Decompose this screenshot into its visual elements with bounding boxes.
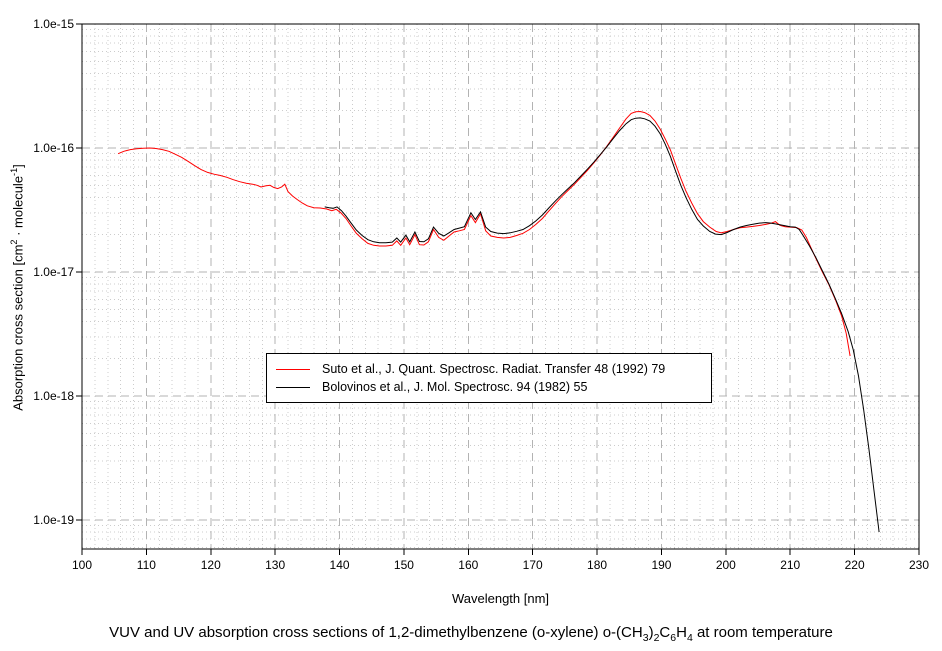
x-tick-label-130: 130 [265, 558, 286, 572]
legend-line-swatch-red [276, 368, 310, 370]
legend-line-swatch-black [276, 386, 310, 388]
x-tick-label-100: 100 [71, 558, 93, 572]
x-tick-label-190: 190 [651, 558, 672, 572]
x-tick-label-230: 230 [908, 558, 930, 572]
x-tick-label-220: 220 [844, 558, 865, 572]
x-tick-label-170: 170 [522, 558, 543, 572]
legend-item-suto: Suto et al., J. Quant. Spectrosc. Radiat… [267, 360, 711, 378]
y-tick-label-1.0e-17: 1.0e-17 [33, 264, 74, 279]
x-tick-label-150: 150 [393, 558, 414, 572]
series-line-suto [117, 110, 851, 357]
x-tick-label-140: 140 [329, 558, 350, 572]
x-tick-label-180: 180 [587, 558, 608, 572]
legend-label-suto: Suto et al., J. Quant. Spectrosc. Radiat… [322, 362, 666, 376]
x-tick-label-160: 160 [458, 558, 479, 572]
x-tick-label-120: 120 [200, 558, 221, 572]
legend-label-bolovinos: Bolovinos et al., J. Mol. Spectrosc. 94 … [322, 380, 588, 394]
y-tick-label-1.0e-19: 1.0e-19 [33, 512, 74, 527]
plot-frame [81, 23, 920, 550]
legend-item-bolovinos: Bolovinos et al., J. Mol. Spectrosc. 94 … [267, 378, 711, 396]
figure-caption: VUV and UV absorption cross sections of … [109, 624, 833, 644]
series-line-bolovinos [324, 117, 880, 533]
y-axis-title: Absorption cross section [cm2 · molecule… [9, 164, 26, 411]
y-tick-label-1.0e-16: 1.0e-16 [33, 140, 74, 155]
x-tick-label-210: 210 [780, 558, 801, 572]
legend-box: Suto et al., J. Quant. Spectrosc. Radiat… [266, 353, 712, 403]
x-tick-label-110: 110 [136, 558, 156, 572]
x-tick-label-200: 200 [715, 558, 736, 572]
y-tick-label-1.0e-18: 1.0e-18 [33, 388, 74, 403]
y-tick-label-1.0e-15: 1.0e-15 [33, 17, 74, 31]
x-axis-title: Wavelength [nm] [451, 591, 550, 606]
